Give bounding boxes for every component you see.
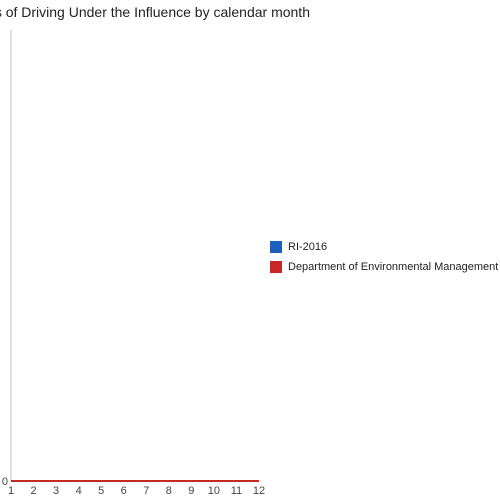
chart-title: Instances of Driving Under the Influence…: [0, 4, 310, 20]
x-tick-label: 9: [188, 485, 194, 497]
x-tick-label: 11: [231, 485, 242, 497]
x-tick-label: 4: [76, 485, 82, 497]
tick-labels: 1 2 3 4 5 6 7 8 9 10 11 120: [2, 476, 265, 497]
legend: RI-2016 Department of Environmental Mana…: [270, 238, 498, 278]
x-tick-label: 8: [166, 485, 172, 497]
legend-swatch: [270, 261, 282, 273]
legend-swatch: [270, 241, 282, 253]
legend-item[interactable]: Department of Environmental Management: [270, 258, 498, 276]
legend-label: RI-2016: [288, 241, 328, 253]
x-tick-label: 1: [8, 485, 14, 497]
legend-label: Department of Environmental Management: [288, 261, 499, 273]
x-tick-label: 6: [121, 485, 127, 497]
axes: [10, 30, 259, 482]
x-tick-label: 3: [53, 485, 59, 497]
x-tick-label: 5: [98, 485, 104, 497]
legend-item[interactable]: RI-2016: [270, 238, 498, 256]
x-tick-label: 12: [253, 485, 265, 497]
y-tick-label: 0: [2, 476, 8, 488]
x-tick-label: 7: [143, 485, 149, 497]
x-tick-label: 2: [30, 485, 36, 497]
x-tick-label: 10: [208, 485, 220, 497]
